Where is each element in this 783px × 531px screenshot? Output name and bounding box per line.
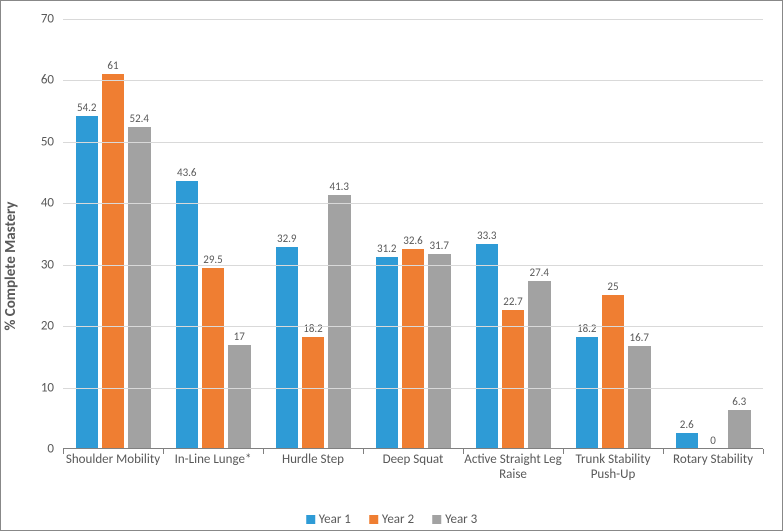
bar: 29.5	[202, 268, 225, 449]
x-axis-line	[63, 448, 763, 449]
bar: 27.4	[528, 281, 551, 449]
bar: 31.7	[428, 254, 451, 449]
bar-value-label: 31.7	[429, 239, 449, 254]
bar: 54.2	[76, 116, 99, 449]
bar-value-label: 17	[234, 330, 245, 345]
y-tick-label: 60	[24, 73, 54, 88]
legend-swatch	[306, 515, 315, 524]
legend-label: Year 1	[319, 512, 351, 527]
gridline	[63, 203, 763, 204]
legend-item: Year 1	[306, 512, 351, 527]
bar-value-label: 18.2	[577, 322, 597, 337]
bar: 32.6	[402, 249, 425, 449]
bar-value-label: 32.6	[403, 234, 423, 249]
bar-value-label: 54.2	[77, 101, 97, 116]
legend-item: Year 2	[369, 512, 414, 527]
bar: 2.6	[676, 433, 699, 449]
bar-value-label: 27.4	[529, 266, 549, 281]
bar-value-label: 0	[710, 434, 716, 449]
gridline	[63, 326, 763, 327]
bar-value-label: 43.6	[177, 166, 197, 181]
gridline	[63, 142, 763, 143]
bar-value-label: 18.2	[303, 322, 323, 337]
bar-value-label: 32.9	[277, 232, 297, 247]
y-tick-label: 70	[24, 12, 54, 27]
y-tick-label: 30	[24, 257, 54, 272]
y-axis-title: % Complete Mastery	[2, 201, 20, 330]
category-label: Rotary Stability	[663, 453, 763, 468]
bar: 33.3	[476, 244, 499, 449]
bar: 17	[228, 345, 251, 449]
category-label: Deep Squat	[363, 453, 463, 468]
legend-label: Year 3	[445, 512, 477, 527]
bar: 25	[602, 295, 625, 449]
bar: 22.7	[502, 310, 525, 449]
bar: 52.4	[128, 127, 151, 449]
bar: 16.7	[628, 346, 651, 449]
plot-area: 54.26152.443.629.51732.918.241.331.232.6…	[63, 19, 763, 449]
bar: 41.3	[328, 195, 351, 449]
gridline	[63, 265, 763, 266]
bar: 18.2	[302, 337, 325, 449]
bar: 31.2	[376, 257, 399, 449]
gridline	[63, 388, 763, 389]
legend-swatch	[369, 515, 378, 524]
y-tick-label: 0	[24, 442, 54, 457]
gridline	[63, 80, 763, 81]
category-label: In-Line Lunge*	[163, 453, 263, 468]
bar-value-label: 41.3	[329, 180, 349, 195]
bar-value-label: 2.6	[680, 418, 694, 433]
y-tick-label: 20	[24, 319, 54, 334]
category-label: Trunk Stability Push-Up	[563, 453, 663, 483]
bar-value-label: 25	[607, 280, 618, 295]
legend-item: Year 3	[432, 512, 477, 527]
bars-layer: 54.26152.443.629.51732.918.241.331.232.6…	[63, 19, 763, 449]
bar: 61	[102, 74, 125, 449]
category-label: Shoulder Mobility	[63, 453, 163, 468]
x-tick	[763, 449, 764, 454]
bar-value-label: 16.7	[629, 331, 649, 346]
bar: 6.3	[728, 410, 751, 449]
y-tick-label: 10	[24, 380, 54, 395]
bar: 18.2	[576, 337, 599, 449]
category-label: Hurdle Step	[263, 453, 363, 468]
gridline	[63, 19, 763, 20]
bar-value-label: 6.3	[732, 395, 746, 410]
bar-value-label: 31.2	[377, 242, 397, 257]
legend: Year 1 Year 2 Year 3	[306, 512, 478, 527]
y-tick-label: 40	[24, 196, 54, 211]
bar: 43.6	[176, 181, 199, 449]
bar-value-label: 33.3	[477, 229, 497, 244]
mastery-bar-chart: % Complete Mastery 54.26152.443.629.5173…	[0, 0, 783, 531]
category-label: Active Straight Leg Raise	[463, 453, 563, 483]
legend-label: Year 2	[382, 512, 414, 527]
y-tick-label: 50	[24, 134, 54, 149]
bar-value-label: 52.4	[129, 112, 149, 127]
bar-value-label: 61	[107, 59, 118, 74]
legend-swatch	[432, 515, 441, 524]
bar-value-label: 22.7	[503, 295, 523, 310]
bar: 32.9	[276, 247, 299, 449]
